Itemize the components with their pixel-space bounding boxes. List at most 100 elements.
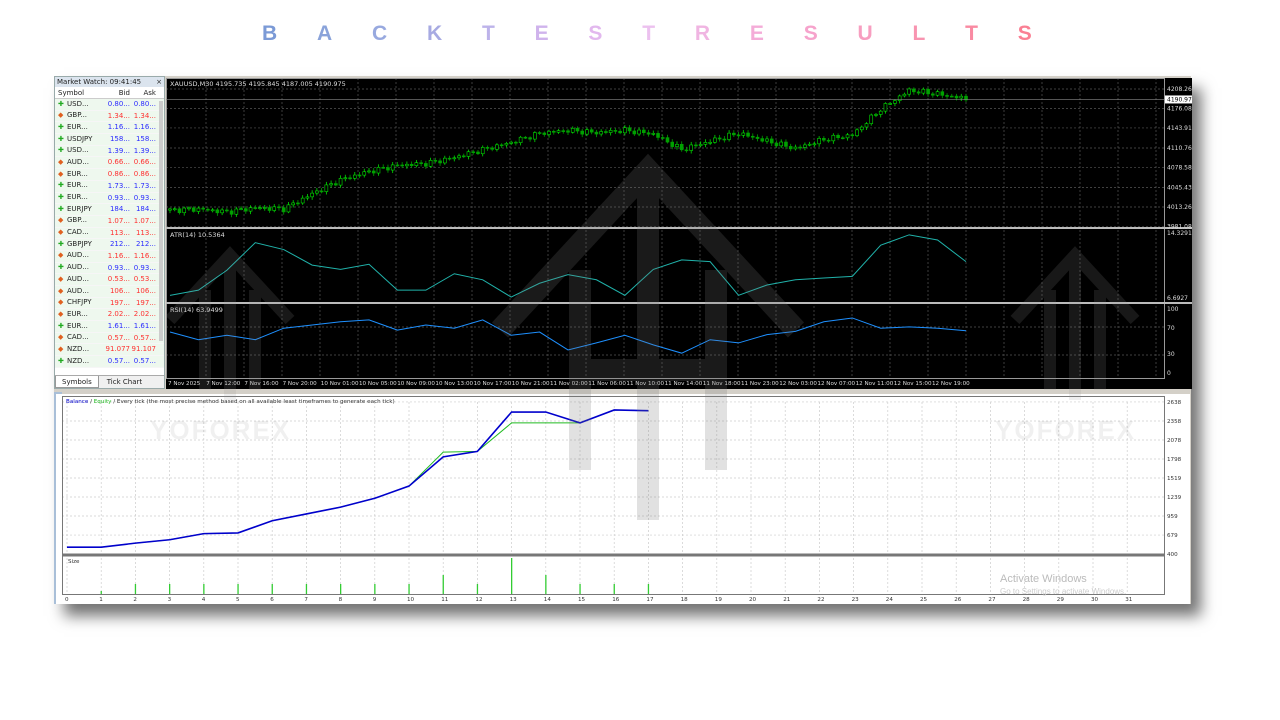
candle bbox=[935, 91, 940, 96]
candle bbox=[902, 93, 907, 97]
candle bbox=[822, 138, 826, 141]
arrow-up-icon: ✚ bbox=[58, 134, 64, 143]
symbol-row[interactable]: ✚ AUD... 0.93... 0.93... bbox=[55, 262, 164, 275]
arrow-up-icon: ✚ bbox=[58, 122, 64, 131]
arrow-up-icon: ✚ bbox=[58, 356, 64, 365]
candle bbox=[277, 206, 281, 209]
activate-windows-notice: Activate Windows bbox=[1000, 573, 1087, 585]
symbol-row[interactable]: ✚ EUR... 0.93... 0.93... bbox=[55, 192, 164, 205]
current-price-marker bbox=[1165, 95, 1192, 104]
legend-equity: Equity bbox=[94, 399, 112, 405]
symbol-row[interactable]: ✚ GBPJPY 212... 212... bbox=[55, 239, 164, 251]
symbol-row[interactable]: ✚ EUR... 1.61... 1.61... bbox=[55, 321, 164, 333]
candle bbox=[386, 167, 390, 171]
size-bar bbox=[203, 584, 205, 594]
symbol-row[interactable]: ✚ EUR... 1.73... 1.73... bbox=[55, 180, 164, 193]
symbol-row[interactable]: ◆ AUD... 0.53... 0.53... bbox=[55, 274, 164, 286]
candle bbox=[485, 147, 490, 149]
arrow-down-icon: ◆ bbox=[58, 157, 64, 166]
scrollbar[interactable] bbox=[159, 101, 163, 341]
time-tick-label: 11 Nov 23:00 bbox=[741, 381, 779, 387]
symbol-row[interactable]: ✚ USDJPY 158... 158... bbox=[55, 134, 164, 146]
symbol-row[interactable]: ◆ AUD... 0.66... 0.66... bbox=[55, 157, 164, 170]
arrow-down-icon: ◆ bbox=[58, 344, 64, 353]
symbol-row[interactable]: ◆ NZD... 91.077 91.107 bbox=[55, 344, 164, 357]
candle bbox=[419, 162, 423, 164]
symbol-row[interactable]: ◆ EUR... 0.86... 0.86... bbox=[55, 169, 164, 181]
symbol-row[interactable]: ✚ USD... 1.39... 1.39... bbox=[55, 145, 164, 158]
column-symbol[interactable]: Symbol bbox=[58, 88, 85, 97]
title-letter: T bbox=[642, 22, 656, 45]
candle bbox=[807, 143, 812, 146]
activate-windows-hint: Go to Settings to activate Windows. bbox=[1000, 587, 1127, 596]
candle bbox=[812, 143, 817, 146]
candle bbox=[893, 100, 897, 104]
symbol-row[interactable]: ◆ AUD... 1.16... 1.16... bbox=[55, 250, 164, 263]
tester-title: Balance / Equity / Every tick (the most … bbox=[66, 399, 395, 405]
symbol-row[interactable]: ✚ USD... 0.80... 0.80... bbox=[55, 99, 164, 111]
symbol-cell: ◆ AUD... bbox=[55, 274, 104, 285]
candle bbox=[623, 127, 627, 134]
symbol-row[interactable]: ◆ CAD... 113... 113... bbox=[55, 227, 164, 240]
candle bbox=[461, 155, 466, 158]
candle bbox=[509, 141, 513, 144]
ask-cell: 1.34... bbox=[133, 111, 156, 120]
bid-cell: 0.86... bbox=[107, 170, 130, 179]
candle bbox=[395, 164, 400, 167]
candle bbox=[405, 163, 409, 167]
column-bid[interactable]: Bid bbox=[118, 89, 130, 97]
arrow-up-icon: ✚ bbox=[58, 263, 64, 272]
time-tick-label: 7 Nov 16:00 bbox=[244, 381, 279, 387]
symbol-cell: ✚ GBPJPY bbox=[55, 239, 104, 250]
candle bbox=[627, 127, 632, 132]
symbol-row[interactable]: ✚ EURJPY 184... 184... bbox=[55, 204, 164, 216]
atr-title: ATR(14) 10.5364 bbox=[170, 231, 225, 239]
arrow-down-icon: ◆ bbox=[58, 274, 64, 283]
candle bbox=[727, 132, 731, 140]
symbol-name: GBPJPY bbox=[67, 239, 92, 248]
tab-tick-chart[interactable]: Tick Chart bbox=[106, 378, 143, 386]
symbol-row[interactable]: ◆ GBP... 1.34... 1.34... bbox=[55, 110, 164, 123]
candle bbox=[267, 207, 272, 211]
ask-cell: 197... bbox=[135, 298, 156, 307]
ask-cell: 0.80... bbox=[133, 100, 156, 108]
column-ask[interactable]: Ask bbox=[143, 89, 157, 97]
ask-cell: 0.86... bbox=[133, 170, 156, 179]
candle bbox=[220, 209, 224, 214]
symbol-row[interactable]: ◆ AUD... 106... 106... bbox=[55, 286, 164, 298]
symbol-row[interactable]: ✚ EUR... 1.16... 1.16... bbox=[55, 122, 164, 135]
candle bbox=[803, 144, 807, 148]
symbol-name: USDJPY bbox=[67, 134, 93, 143]
candle bbox=[883, 103, 888, 112]
close-icon[interactable]: × bbox=[156, 78, 162, 86]
tab-symbols[interactable]: Symbols bbox=[55, 376, 99, 388]
price-chart[interactable]: XAUUSD,M30 4195.735 4195.845 4187.005 41… bbox=[166, 78, 1192, 389]
bid-cell: 91.077 bbox=[105, 345, 131, 354]
candle bbox=[547, 130, 551, 135]
size-bar bbox=[647, 584, 650, 594]
candle bbox=[172, 208, 177, 211]
symbol-row[interactable]: ◆ CHFJPY 197... 197... bbox=[55, 297, 164, 310]
symbol-row[interactable]: ◆ EUR... 2.02... 2.02... bbox=[55, 309, 164, 322]
title-letter: C bbox=[371, 22, 388, 45]
x-tick-label: 13 bbox=[510, 597, 518, 603]
size-bar bbox=[340, 584, 342, 594]
time-tick-label: 10 Nov 17:00 bbox=[474, 381, 512, 387]
tester-graph[interactable]: Balance / Equity / Every tick (the most … bbox=[56, 394, 1190, 604]
symbol-name: CHFJPY bbox=[67, 298, 92, 307]
title-letter: E bbox=[534, 22, 549, 45]
symbol-row[interactable]: ◆ GBP... 1.07... 1.07... bbox=[55, 215, 164, 228]
balance-tick-label: 679 bbox=[1167, 533, 1178, 539]
symbol-row[interactable]: ◆ CAD... 0.57... 0.57... bbox=[55, 332, 164, 345]
x-tick-label: 15 bbox=[578, 597, 586, 603]
symbol-row[interactable]: ✚ NZD... 0.57... 0.57... bbox=[55, 356, 164, 368]
candle bbox=[694, 144, 698, 147]
brand-watermark-left: YOFOREX bbox=[150, 415, 292, 445]
balance-line bbox=[67, 409, 649, 549]
x-tick-label: 16 bbox=[612, 597, 620, 603]
candle bbox=[182, 207, 187, 214]
candle bbox=[589, 129, 594, 133]
candle bbox=[599, 131, 603, 135]
candle bbox=[732, 132, 736, 136]
